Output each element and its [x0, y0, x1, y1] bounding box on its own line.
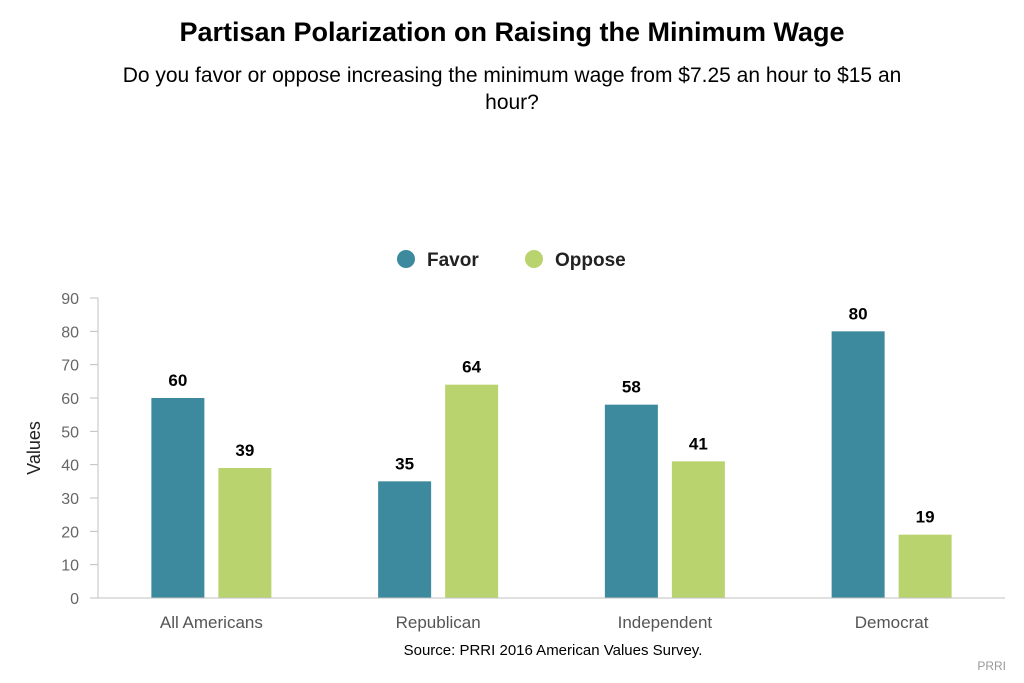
legend: Favor Oppose: [397, 250, 626, 271]
data-label-favor: 35: [395, 454, 414, 473]
y-tick-label: 60: [61, 391, 79, 408]
bars: [151, 331, 952, 598]
bar-favor: [604, 404, 658, 598]
credit: PRRI: [977, 659, 1006, 673]
data-label-oppose: 39: [235, 441, 254, 460]
y-tick-label: 0: [70, 591, 79, 608]
bar-oppose: [898, 534, 952, 598]
bar-favor: [831, 331, 885, 598]
bar-favor: [151, 398, 205, 598]
bar-favor: [378, 481, 432, 598]
legend-label-favor: Favor: [427, 250, 479, 271]
chart-subtitle-line-1: Do you favor or oppose increasing the mi…: [123, 64, 902, 87]
legend-swatch-favor: [397, 250, 415, 268]
data-label-favor: 58: [622, 378, 641, 397]
y-tick-label: 80: [61, 324, 79, 341]
data-label-favor: 80: [849, 304, 868, 323]
legend-swatch-oppose: [525, 250, 543, 268]
chart-subtitle-line-2: hour?: [485, 91, 539, 114]
y-tick-label: 20: [61, 524, 79, 541]
x-axis: All Americans Republican Independent Democr…: [160, 613, 929, 632]
data-label-oppose: 41: [689, 434, 708, 453]
source-note: Source: PRRI 2016 American Values Survey…: [404, 642, 703, 659]
data-label-favor: 60: [168, 371, 187, 390]
y-tick-label: 90: [61, 291, 79, 308]
y-tick-label: 50: [61, 424, 79, 441]
y-tick-label: 40: [61, 458, 79, 475]
bar-oppose: [671, 461, 725, 598]
x-tick-label: Democrat: [855, 613, 929, 632]
y-axis-title: Values: [24, 421, 44, 475]
chart-title: Partisan Polarization on Raising the Min…: [179, 17, 844, 47]
data-label-oppose: 64: [462, 358, 481, 377]
x-tick-label: Independent: [618, 613, 713, 632]
y-tick-label: 30: [61, 491, 79, 508]
legend-label-oppose: Oppose: [555, 250, 626, 271]
y-tick-label: 70: [61, 358, 79, 375]
bar-oppose: [218, 468, 272, 598]
y-tick-label: 10: [61, 558, 79, 575]
y-axis: 0 10 20 30 40 50 60 70 80 90: [61, 291, 98, 608]
data-label-oppose: 19: [916, 508, 935, 527]
data-labels: 60 39 35 64 58 41 80 19: [168, 304, 934, 526]
x-tick-label: Republican: [396, 613, 481, 632]
bar-oppose: [445, 384, 499, 598]
x-tick-label: All Americans: [160, 613, 263, 632]
